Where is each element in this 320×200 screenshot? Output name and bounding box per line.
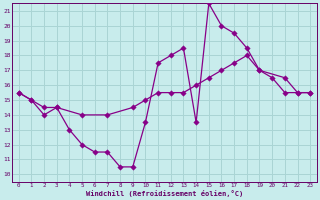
X-axis label: Windchill (Refroidissement éolien,°C): Windchill (Refroidissement éolien,°C)	[86, 190, 243, 197]
